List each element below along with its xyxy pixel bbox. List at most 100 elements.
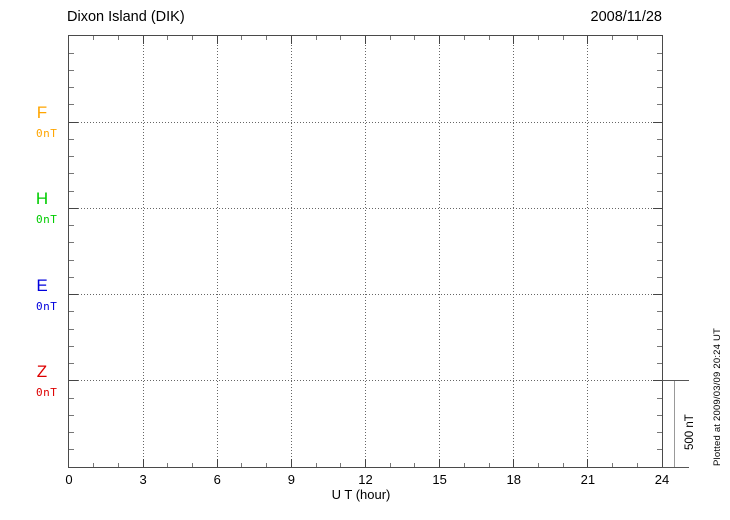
grid-vline-12h: [365, 36, 366, 467]
tick-right: [653, 121, 662, 123]
tick-right: [657, 173, 662, 175]
tick-top: [167, 36, 169, 40]
tick-left: [69, 397, 74, 399]
tick-right: [657, 432, 662, 434]
tick-right: [657, 328, 662, 330]
x-tick-label-18: 18: [506, 472, 521, 487]
tick-bottom: [290, 459, 292, 467]
tick-bottom: [562, 463, 564, 467]
tick-right: [657, 397, 662, 399]
plotted-at-note: Plotted at 2009/03/09 20:24 UT: [712, 327, 723, 466]
tick-top: [439, 36, 441, 44]
tick-right: [657, 87, 662, 89]
tick-bottom: [142, 459, 144, 467]
tick-right: [657, 52, 662, 54]
x-tick-label-12: 12: [358, 472, 373, 487]
tick-right: [657, 345, 662, 347]
tick-left: [69, 156, 74, 158]
channel-baseline-value-z: 0nT: [36, 385, 58, 399]
tick-bottom: [488, 463, 490, 467]
channel-label-z: Z: [36, 361, 48, 381]
grid-vline-6h: [216, 36, 218, 467]
tick-right: [657, 156, 662, 158]
tick-top: [117, 36, 119, 40]
page-title: Dixon Island (DIK): [67, 9, 185, 25]
baseline-h: [69, 207, 662, 209]
tick-top: [93, 36, 95, 40]
tick-left: [69, 259, 74, 261]
channel-label-h: H: [35, 189, 49, 209]
tick-bottom: [93, 463, 95, 467]
scale-bar-line: [674, 380, 675, 467]
tick-top: [142, 36, 144, 44]
x-tick-label-6: 6: [213, 472, 221, 487]
tick-left: [69, 432, 74, 434]
tick-right: [653, 207, 662, 209]
tick-left: [69, 242, 74, 244]
tick-right: [657, 276, 662, 278]
channel-baseline-value-f: 0nT: [36, 127, 58, 141]
channel-baseline-value-e: 0nT: [36, 299, 58, 313]
grid-vline-18h: [513, 36, 515, 467]
tick-top: [290, 36, 292, 44]
tick-bottom: [439, 459, 441, 467]
tick-bottom: [192, 463, 194, 467]
x-tick-label-15: 15: [432, 472, 447, 487]
scale-bar-top-cap: [662, 380, 689, 382]
tick-top: [636, 36, 638, 40]
scale-bar-bottom-cap: [662, 466, 689, 468]
tick-left: [69, 449, 74, 451]
tick-left: [69, 121, 78, 123]
tick-left: [69, 173, 74, 175]
tick-top: [315, 36, 317, 40]
tick-left: [69, 69, 74, 71]
tick-top: [562, 36, 564, 40]
tick-bottom: [587, 459, 589, 467]
tick-top: [192, 36, 194, 40]
tick-left: [69, 87, 74, 89]
tick-left: [69, 276, 74, 278]
tick-left: [69, 363, 74, 365]
tick-left: [69, 225, 74, 227]
tick-left: [69, 328, 74, 330]
tick-bottom: [315, 463, 317, 467]
tick-bottom: [365, 459, 366, 467]
grid-vline-21h: [587, 36, 589, 467]
tick-top: [513, 36, 515, 44]
grid-vline-15h: [439, 36, 441, 467]
tick-top: [488, 36, 490, 40]
tick-top: [389, 36, 391, 40]
tick-right: [657, 104, 662, 106]
tick-right: [657, 414, 662, 416]
tick-bottom: [117, 463, 119, 467]
x-tick-label-9: 9: [287, 472, 295, 487]
tick-left: [69, 311, 74, 313]
tick-bottom: [537, 463, 539, 467]
tick-right: [657, 363, 662, 365]
tick-right: [653, 380, 662, 382]
tick-right: [657, 242, 662, 244]
tick-right: [657, 311, 662, 313]
tick-left: [69, 138, 74, 140]
tick-bottom: [241, 463, 243, 467]
tick-bottom: [216, 459, 218, 467]
x-tick-label-21: 21: [580, 472, 596, 487]
tick-left: [69, 414, 74, 416]
tick-top: [365, 36, 366, 44]
channel-label-e: E: [36, 275, 48, 295]
tick-bottom: [266, 463, 268, 467]
tick-bottom: [414, 463, 416, 467]
tick-bottom: [513, 459, 515, 467]
tick-bottom: [167, 463, 169, 467]
tick-right: [657, 449, 662, 451]
tick-bottom: [340, 463, 342, 467]
tick-right: [657, 69, 662, 71]
tick-bottom: [389, 463, 391, 467]
grid-vline-3h: [142, 36, 144, 467]
x-tick-label-24: 24: [654, 472, 670, 487]
x-tick-label-0: 0: [65, 472, 73, 487]
grid-vline-9h: [290, 36, 292, 467]
tick-left: [69, 190, 74, 192]
tick-top: [216, 36, 218, 44]
